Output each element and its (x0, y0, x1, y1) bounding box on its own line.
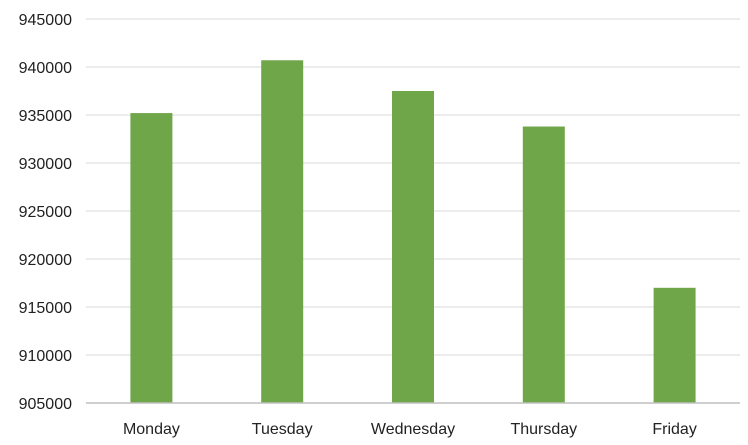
y-tick-label: 935000 (19, 108, 72, 125)
bar-friday (653, 287, 696, 403)
x-category-label: Thursday (510, 421, 577, 438)
x-axis-category-labels: Monday Tuesday Wednesday Thursday Friday (123, 421, 697, 438)
bar-tuesday (261, 60, 304, 403)
x-category-label: Tuesday (252, 421, 313, 438)
bar-monday (130, 113, 173, 403)
y-tick-label: 915000 (19, 300, 72, 317)
x-category-label: Monday (123, 421, 180, 438)
y-tick-label: 925000 (19, 204, 72, 221)
bars (130, 60, 696, 404)
y-tick-label: 930000 (19, 156, 72, 173)
y-tick-label: 905000 (19, 396, 72, 413)
bar-thursday (522, 126, 565, 404)
y-tick-label: 940000 (19, 60, 72, 77)
y-tick-label: 910000 (19, 348, 72, 365)
bar-wednesday (392, 91, 434, 403)
y-tick-label: 945000 (19, 12, 72, 29)
y-tick-label: 920000 (19, 252, 72, 269)
x-category-label: Wednesday (371, 421, 455, 438)
x-category-label: Friday (652, 421, 696, 438)
y-axis-tick-labels: 905000 910000 915000 920000 925000 930000 9350… (19, 12, 72, 413)
